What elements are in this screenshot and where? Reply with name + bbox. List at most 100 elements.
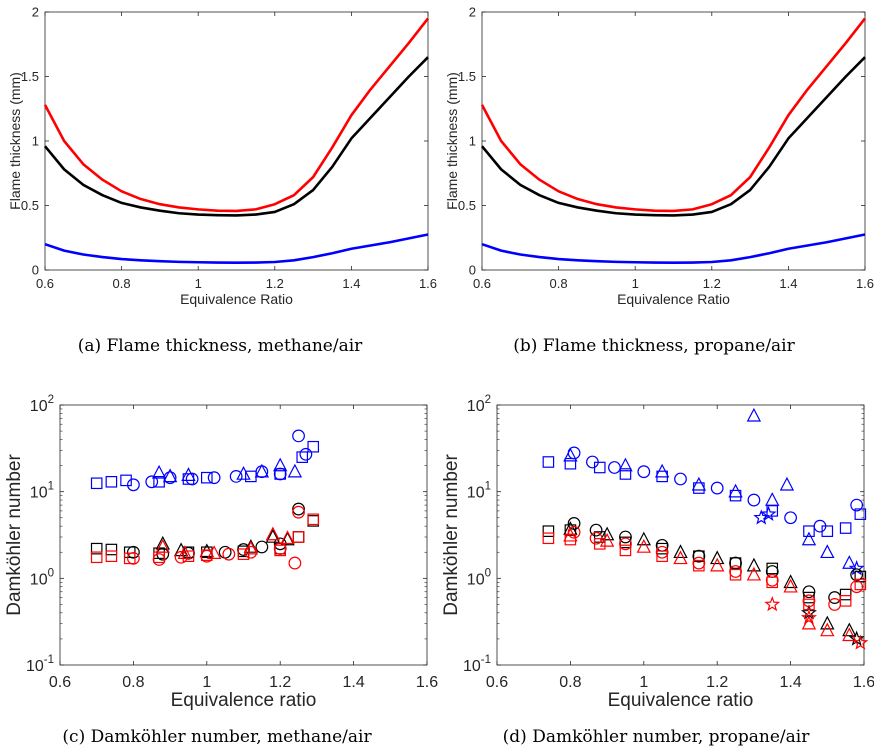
x-tick-label: 0.8 xyxy=(122,674,144,691)
data-point xyxy=(105,550,118,563)
data-point xyxy=(563,447,578,462)
y-tick-label: 0.5 xyxy=(458,198,476,213)
data-point xyxy=(174,550,188,564)
y-ticks: 0 0.5 1 1.5 2 xyxy=(458,5,865,278)
data-point xyxy=(842,627,857,642)
data-point xyxy=(842,622,857,637)
data-point xyxy=(673,544,688,559)
x-tick-label: 1 xyxy=(195,276,202,291)
x-axis-label: Equivalence ratio xyxy=(608,690,754,711)
data-point xyxy=(828,598,842,611)
data-point xyxy=(779,476,795,491)
panel-flame-thickness-propane: 0.6 0.8 1 1.2 1.4 1.6 0 0.5 1 1.5 2 Equivalence Rat… xyxy=(437,0,874,320)
data-point xyxy=(181,467,196,481)
data-point xyxy=(839,522,852,534)
data-point xyxy=(155,535,170,550)
x-tick-label: 1.2 xyxy=(703,276,721,291)
data-point xyxy=(254,463,270,478)
y-tick-label: 100 xyxy=(30,567,54,588)
data-point xyxy=(673,550,688,565)
x-tick-label: 1.4 xyxy=(779,674,801,691)
data-point xyxy=(710,481,724,495)
data-point xyxy=(820,544,835,559)
x-tick-label: 0.8 xyxy=(113,276,131,291)
data-point xyxy=(265,528,281,543)
data-point xyxy=(307,513,320,526)
y-tick-label: 1.5 xyxy=(21,69,39,84)
x-tick-label: 1.6 xyxy=(416,674,438,691)
y-axis-label: Damköhler number xyxy=(441,454,462,616)
y-axis-label: Flame thickness (mm) xyxy=(7,72,23,210)
series-line-2 xyxy=(44,233,429,264)
data-point xyxy=(654,463,670,478)
series-8-triangle xyxy=(155,526,295,559)
series-2-triangle xyxy=(563,407,857,569)
data-point xyxy=(151,464,167,479)
x-tick-label: 1 xyxy=(632,276,639,291)
y-axis-label: Flame thickness (mm) xyxy=(444,72,460,210)
y-tick-label: 10-1 xyxy=(463,654,491,675)
x-tick-label: 1.6 xyxy=(419,276,437,291)
chart-damkohler-methane: 0.6 0.8 1 1.2 1.4 1.6 10-1 100 101 102 Equivalence… xyxy=(4,394,438,711)
data-point xyxy=(90,477,103,490)
data-point xyxy=(273,467,287,481)
data-point xyxy=(692,556,706,570)
chart-flame-thickness-propane: 0.6 0.8 1 1.2 1.4 1.6 0 0.5 1 1.5 2 Equivalence Rat… xyxy=(444,5,874,308)
data-point xyxy=(273,457,288,472)
data-point xyxy=(296,451,309,463)
y-tick-label: 10-1 xyxy=(26,654,54,675)
x-tick-label: 0.6 xyxy=(486,674,508,691)
data-point xyxy=(764,596,781,612)
data-point xyxy=(292,531,305,543)
data-point xyxy=(618,457,633,472)
series-line-2 xyxy=(481,233,866,264)
x-tick-label: 1 xyxy=(639,674,648,691)
chart-damkohler-propane: 0.6 0.8 1 1.2 1.4 1.6 10-1 100 101 102 Equivalence… xyxy=(441,394,874,711)
y-ticks: 10-1 100 101 102 xyxy=(26,394,427,675)
series-1-circle xyxy=(126,429,313,492)
data-point xyxy=(200,549,214,563)
data-point xyxy=(542,456,555,468)
data-point xyxy=(126,478,140,492)
data-point xyxy=(177,545,192,559)
data-point xyxy=(152,553,166,566)
data-point xyxy=(236,465,251,480)
x-tick-label: 0.8 xyxy=(550,276,568,291)
data-point xyxy=(637,465,651,479)
y-tick-label: 2 xyxy=(32,5,39,20)
y-minor-ticks xyxy=(497,408,864,640)
data-point xyxy=(619,537,632,551)
plot-frame xyxy=(496,404,865,666)
data-point xyxy=(820,622,835,637)
data-point xyxy=(619,544,632,557)
chart-flame-thickness-methane: 0.6 0.8 1 1.2 1.4 1.6 0 0.5 1 1.5 2 Equivalence Rat… xyxy=(7,5,437,308)
data-point xyxy=(636,538,651,553)
y-tick-label: 0 xyxy=(32,263,39,278)
y-ticks: 0 0.5 1 1.5 2 xyxy=(21,5,428,278)
data-point xyxy=(747,493,761,507)
y-tick-label: 0 xyxy=(469,263,476,278)
panel-flame-thickness-methane: 0.6 0.8 1 1.2 1.4 1.6 0 0.5 1 1.5 2 Equivalence Rat… xyxy=(0,0,437,320)
series-7-circle xyxy=(126,505,305,570)
data-point xyxy=(222,547,236,561)
data-point xyxy=(801,531,817,546)
caption-c: (c) Damköhler number, methane/air xyxy=(62,727,372,747)
x-axis-label: Equivalence Ratio xyxy=(617,291,730,307)
y-tick-label: 2 xyxy=(469,5,476,20)
data-point xyxy=(842,555,857,569)
data-point xyxy=(292,505,305,519)
y-tick-label: 0.5 xyxy=(21,198,39,213)
data-point xyxy=(729,556,742,570)
x-tick-label: 1.4 xyxy=(342,276,360,291)
data-point xyxy=(674,472,687,486)
data-point xyxy=(636,531,651,546)
data-point xyxy=(760,505,777,521)
series-4-circle xyxy=(126,502,305,561)
y-tick-label: 1 xyxy=(469,134,476,149)
data-point xyxy=(586,455,599,469)
data-point xyxy=(243,540,259,555)
data-point xyxy=(288,556,302,570)
plot-frame xyxy=(481,11,866,271)
y-tick-label: 102 xyxy=(30,394,54,415)
y-axis-label: Damköhler number xyxy=(4,454,25,616)
